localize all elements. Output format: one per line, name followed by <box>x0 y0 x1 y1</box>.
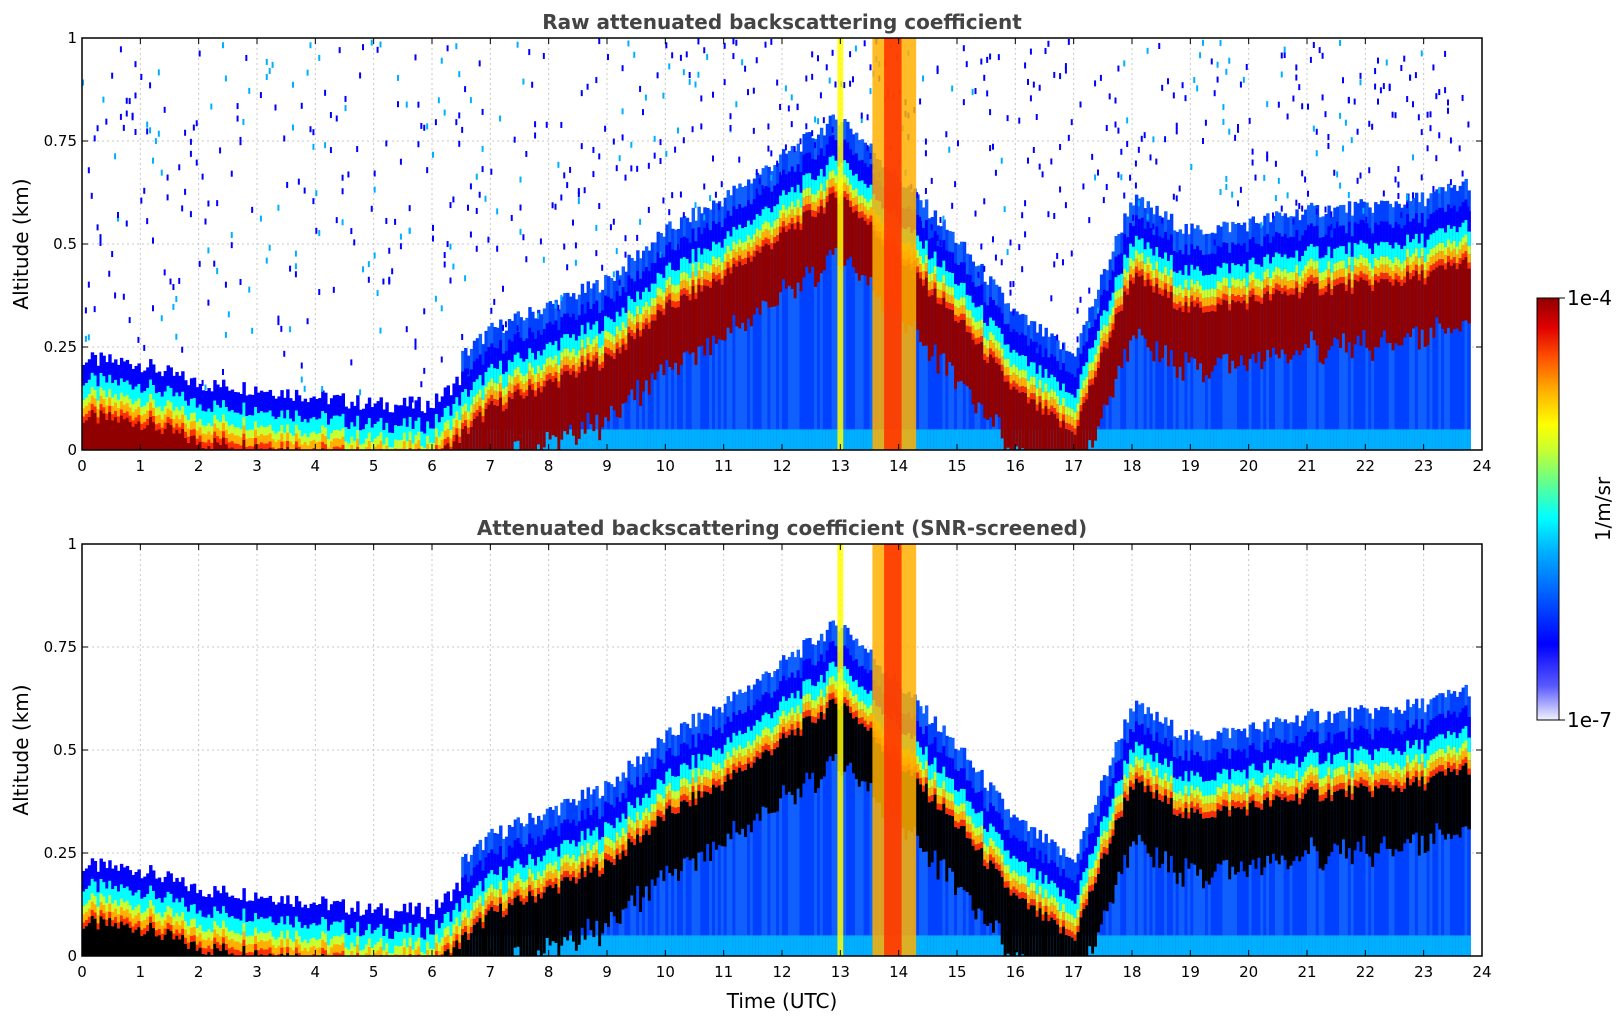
x-tick-label: 22 <box>1356 457 1375 475</box>
x-tick-label: 10 <box>656 457 675 475</box>
x-tick-label: 23 <box>1414 963 1433 981</box>
x-tick-label: 3 <box>252 457 262 475</box>
x-tick-label: 11 <box>714 457 733 475</box>
x-tick-label: 19 <box>1181 963 1200 981</box>
bottom-panel-heatmap <box>82 544 1471 977</box>
x-tick-label: 6 <box>427 963 437 981</box>
top-panel-heatmap <box>82 38 1471 471</box>
x-tick-label: 9 <box>602 963 612 981</box>
y-tick-label: 0.25 <box>44 844 77 862</box>
x-tick-label: 9 <box>602 457 612 475</box>
x-tick-label: 13 <box>831 963 850 981</box>
x-tick-label: 8 <box>544 963 554 981</box>
y-tick-label: 0 <box>67 947 77 965</box>
bottom-panel-x-label: Time (UTC) <box>726 989 838 1013</box>
x-tick-label: 16 <box>1006 963 1025 981</box>
x-tick-label: 19 <box>1181 457 1200 475</box>
colorbar-min-label: 1e-7 <box>1567 708 1612 732</box>
bottom-panel-y-label: Altitude (km) <box>9 684 33 815</box>
y-tick-label: 1 <box>67 29 77 47</box>
x-tick-label: 3 <box>252 963 262 981</box>
y-tick-label: 0.5 <box>53 741 77 759</box>
x-tick-label: 20 <box>1239 963 1258 981</box>
x-tick-label: 18 <box>1122 457 1141 475</box>
y-tick-label: 0.5 <box>53 235 77 253</box>
x-tick-label: 18 <box>1122 963 1141 981</box>
x-tick-label: 12 <box>772 963 791 981</box>
x-tick-label: 14 <box>889 963 908 981</box>
x-tick-label: 13 <box>831 457 850 475</box>
x-tick-label: 15 <box>947 457 966 475</box>
x-tick-label: 21 <box>1297 457 1316 475</box>
x-tick-label: 10 <box>656 963 675 981</box>
colorbar-max-label: 1e-4 <box>1567 286 1612 310</box>
x-tick-label: 23 <box>1414 457 1433 475</box>
x-tick-label: 1 <box>136 457 146 475</box>
x-tick-label: 22 <box>1356 963 1375 981</box>
x-tick-label: 0 <box>77 963 87 981</box>
colorbar-unit-label: 1/m/sr <box>1591 476 1615 541</box>
x-tick-label: 20 <box>1239 457 1258 475</box>
x-tick-label: 5 <box>369 963 379 981</box>
x-tick-label: 11 <box>714 963 733 981</box>
x-tick-label: 0 <box>77 457 87 475</box>
x-tick-label: 6 <box>427 457 437 475</box>
x-tick-label: 12 <box>772 457 791 475</box>
x-tick-label: 1 <box>136 963 146 981</box>
y-tick-label: 1 <box>67 535 77 553</box>
y-tick-label: 0 <box>67 441 77 459</box>
x-tick-label: 7 <box>486 963 496 981</box>
x-tick-label: 14 <box>889 457 908 475</box>
x-tick-label: 2 <box>194 963 204 981</box>
y-tick-label: 0.75 <box>44 638 77 656</box>
colorbar-gradient <box>1537 298 1559 720</box>
x-tick-label: 21 <box>1297 963 1316 981</box>
x-tick-label: 24 <box>1472 457 1491 475</box>
x-tick-label: 15 <box>947 963 966 981</box>
x-tick-label: 4 <box>311 457 321 475</box>
top-panel-y-label: Altitude (km) <box>9 178 33 309</box>
x-tick-label: 5 <box>369 457 379 475</box>
x-tick-label: 8 <box>544 457 554 475</box>
x-tick-label: 16 <box>1006 457 1025 475</box>
x-tick-label: 4 <box>311 963 321 981</box>
y-tick-label: 0.25 <box>44 338 77 356</box>
top-panel-title: Raw attenuated backscattering coefficien… <box>542 10 1022 34</box>
y-tick-label: 0.75 <box>44 132 77 150</box>
x-tick-label: 2 <box>194 457 204 475</box>
x-tick-label: 7 <box>486 457 496 475</box>
x-tick-label: 17 <box>1064 963 1083 981</box>
x-tick-label: 17 <box>1064 457 1083 475</box>
colorbar: 1e-4 1e-7 1/m/sr <box>1537 286 1615 732</box>
bottom-panel-title: Attenuated backscattering coefficient (S… <box>477 516 1087 540</box>
x-tick-label: 24 <box>1472 963 1491 981</box>
